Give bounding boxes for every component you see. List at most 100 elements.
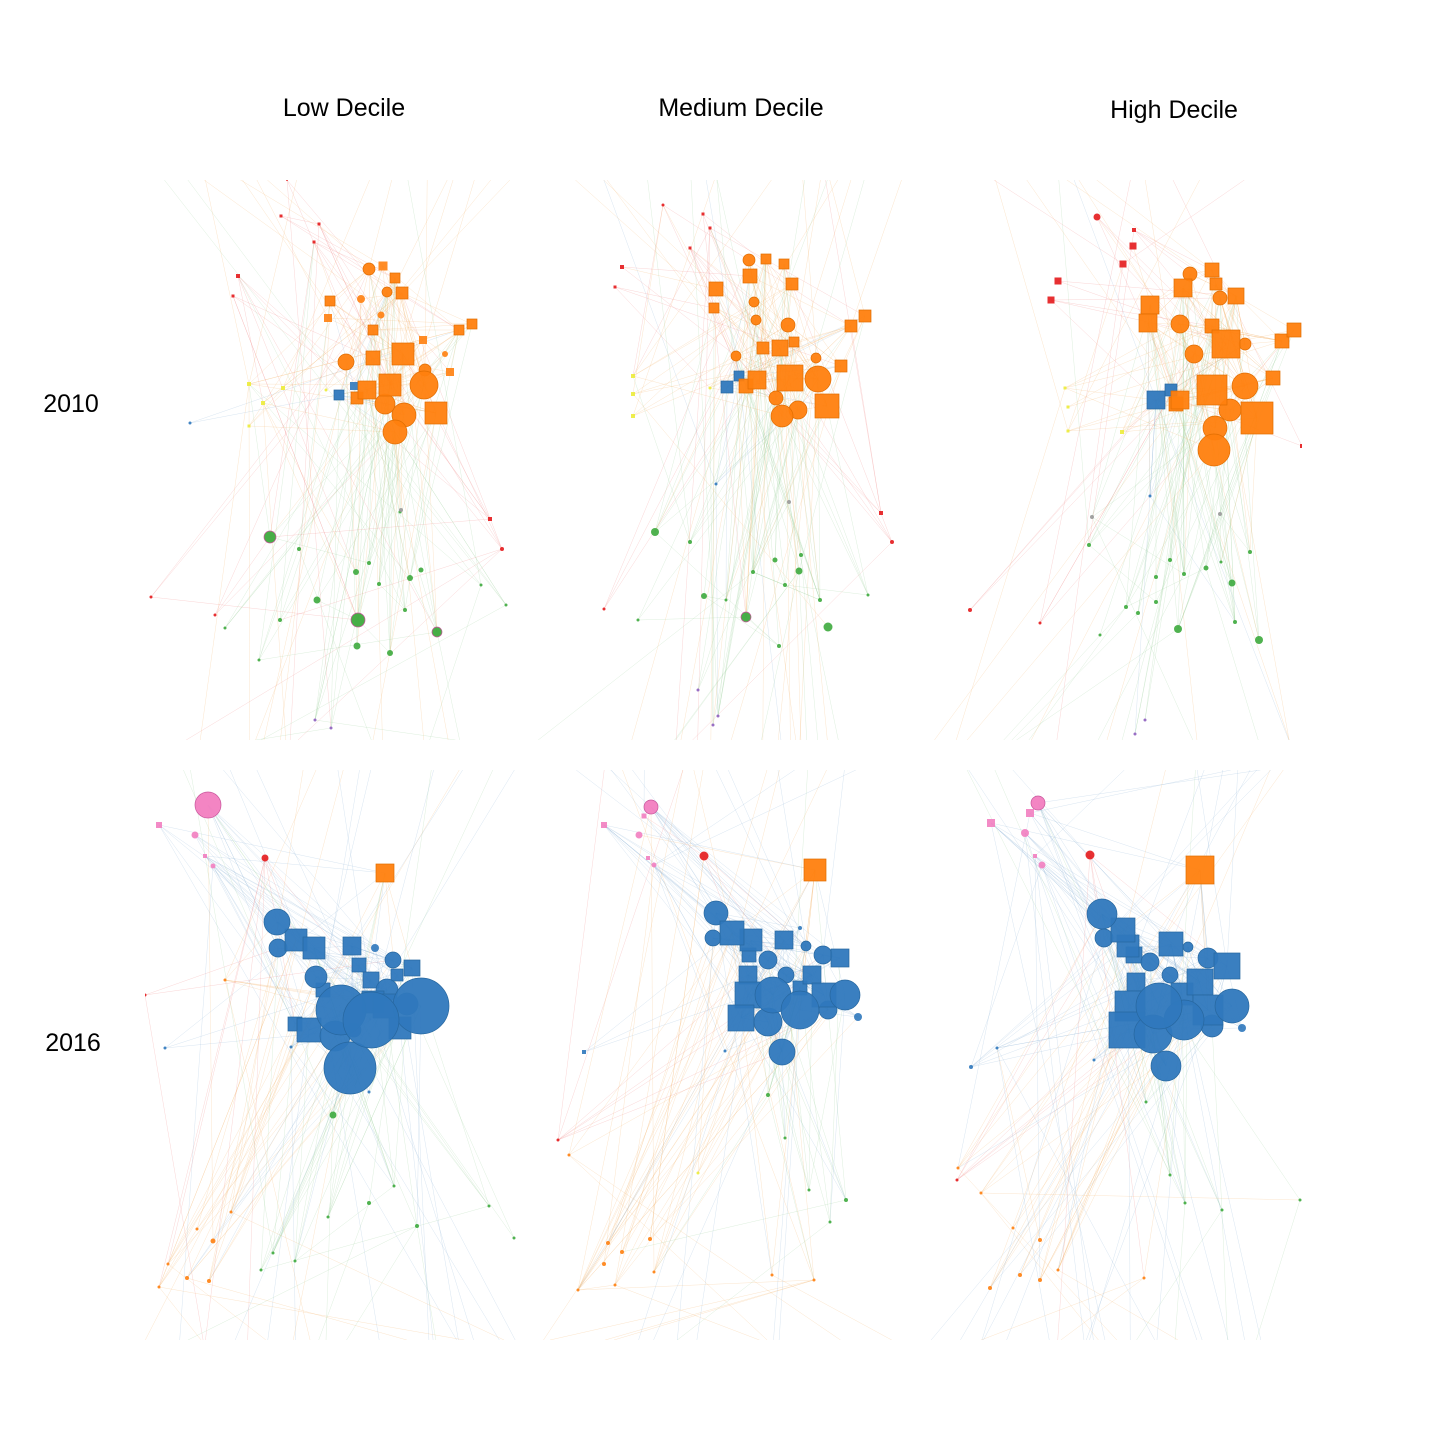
- network-edge: [1169, 770, 1196, 1176]
- network-edge: [314, 384, 391, 721]
- orange-square-node: [1170, 390, 1190, 410]
- orange-circle-node: [730, 350, 742, 362]
- orange-square-node: [760, 253, 772, 265]
- orange-circle-node: [742, 253, 756, 267]
- orange-square-node: [1185, 855, 1215, 885]
- network-edge: [577, 770, 827, 1291]
- network-edge: [1144, 180, 1181, 401]
- network-edge: [368, 412, 437, 564]
- network-edge: [1024, 832, 1085, 1340]
- network-edge: [745, 258, 767, 618]
- network-edge: [429, 584, 482, 740]
- network-edge: [990, 822, 1106, 1340]
- network-edge: [357, 298, 362, 621]
- orange-circle-node: [382, 419, 408, 445]
- network-edge: [717, 258, 767, 717]
- green-circle-node: [724, 598, 728, 602]
- network-edge: [1211, 325, 1283, 342]
- network-edge: [709, 227, 764, 349]
- network-edge: [232, 295, 368, 391]
- network-edge: [632, 375, 691, 543]
- network-edge: [1122, 929, 1233, 1007]
- purple-circle-node: [716, 714, 720, 718]
- network-edge: [697, 945, 807, 1174]
- network-edge: [738, 375, 821, 601]
- network-edge: [1211, 325, 1251, 553]
- pink-circle-node: [651, 862, 657, 868]
- network-edge: [653, 864, 726, 1052]
- network-edge: [735, 258, 767, 357]
- green-circle-node: [799, 553, 803, 557]
- blue-circle-node: [268, 938, 288, 958]
- network-edge: [1091, 304, 1151, 518]
- network-edge: [798, 315, 866, 572]
- network-edge: [621, 266, 717, 290]
- network-edge: [689, 247, 737, 357]
- network-edge: [1179, 399, 1207, 569]
- network-edge: [1229, 409, 1260, 641]
- network-edge: [248, 180, 297, 385]
- blue-circle-node: [323, 1041, 377, 1095]
- network-edge: [1199, 869, 1209, 959]
- network-edge: [1057, 280, 1237, 297]
- network-edge: [1169, 353, 1195, 561]
- network-edge: [325, 277, 396, 391]
- network-edge: [1147, 322, 1216, 429]
- network-edge: [329, 300, 355, 387]
- network-edge: [290, 1046, 296, 1340]
- network-2010-medium-decile: [538, 180, 910, 740]
- network-edge: [232, 295, 359, 621]
- network-edge: [237, 275, 368, 391]
- network-edge: [212, 865, 353, 947]
- orange-square-node: [324, 295, 336, 307]
- network-2010-high-decile: [930, 180, 1302, 740]
- blue-square-node: [1186, 968, 1214, 996]
- network-edge: [773, 987, 801, 1340]
- network-edge: [329, 300, 374, 331]
- orange-square-node: [395, 286, 409, 300]
- network-edge: [538, 571, 754, 740]
- network-edge: [1067, 180, 1200, 432]
- orange-square-node: [834, 359, 848, 373]
- network-edge: [765, 258, 791, 379]
- network-edge: [1073, 180, 1157, 401]
- orange-circle-node: [576, 1288, 580, 1292]
- network-edge: [256, 180, 329, 319]
- network-edge: [329, 268, 370, 302]
- red-circle-node: [968, 608, 972, 612]
- network-edge: [356, 277, 396, 647]
- blue-square-node: [720, 380, 734, 394]
- green-circle-node: [271, 1251, 275, 1255]
- network-edge: [653, 864, 824, 956]
- network-edge: [781, 1051, 831, 1223]
- network-edge: [262, 402, 287, 740]
- network-edge: [372, 770, 434, 1003]
- network-edge: [650, 806, 807, 947]
- network-edge: [279, 291, 388, 621]
- network-edge: [298, 300, 331, 550]
- network-edge: [407, 180, 482, 586]
- network-edge: [692, 541, 893, 740]
- network-edge: [1137, 325, 1213, 614]
- network-edge: [368, 268, 382, 316]
- orange-circle-node: [374, 393, 396, 415]
- network-edge: [603, 355, 737, 610]
- network-edge: [212, 1035, 336, 1242]
- network-edge: [327, 1005, 422, 1218]
- network-edge: [778, 1009, 801, 1340]
- network-edge: [327, 1005, 422, 1218]
- network-edge: [1122, 263, 1181, 325]
- network-edge: [1170, 287, 1184, 391]
- network-edge: [248, 268, 370, 385]
- green-circle-node: [636, 618, 640, 622]
- network-edge: [808, 994, 846, 1191]
- network-edge: [621, 266, 737, 357]
- network-edge: [394, 431, 507, 606]
- network-edge: [1064, 323, 1181, 389]
- network-edge: [1133, 229, 1213, 271]
- network-edge: [1088, 229, 1135, 546]
- red-square-node: [620, 265, 624, 269]
- red-circle-node: [500, 547, 504, 551]
- blue-circle-node: [1148, 494, 1152, 498]
- orange-circle-node: [409, 370, 439, 400]
